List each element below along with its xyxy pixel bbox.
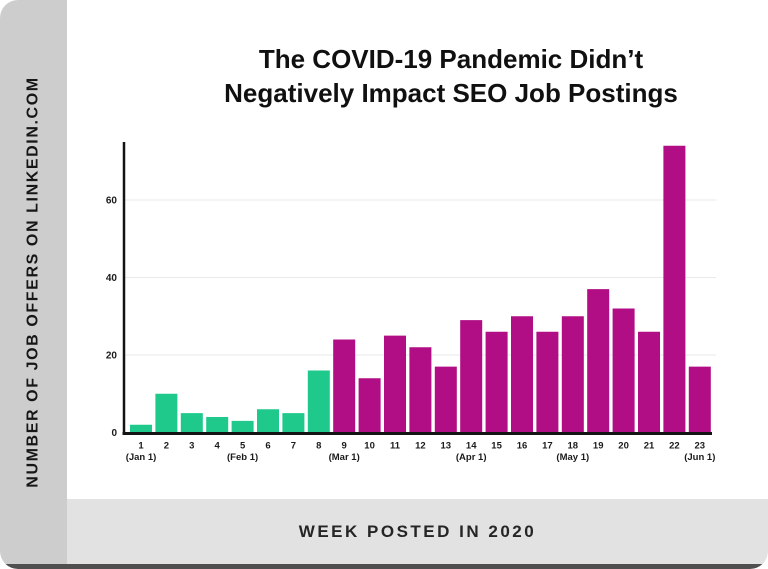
bar-week-15 <box>485 331 508 433</box>
bar-week-22 <box>663 145 686 433</box>
x-tick-sublabel-23: (Jun 1) <box>684 452 715 463</box>
bar-week-11 <box>384 335 406 433</box>
chart-title-line1: The COVID-19 Pandemic Didn’t <box>258 44 644 74</box>
y-tick-label-0: 0 <box>111 428 117 439</box>
x-tick-label-22: 22 <box>669 441 680 452</box>
x-tick-sublabel-5: (Feb 1) <box>227 452 258 463</box>
y-tick-label-60: 60 <box>106 196 118 207</box>
x-tick-label-3: 3 <box>189 441 194 452</box>
x-tick-label-20: 20 <box>618 441 629 452</box>
x-tick-label-21: 21 <box>644 441 655 452</box>
bar-week-4 <box>206 417 229 433</box>
bar-week-13 <box>434 366 457 433</box>
bar-week-6 <box>257 409 279 433</box>
x-tick-label-12: 12 <box>415 441 426 452</box>
bar-week-10 <box>358 378 381 433</box>
bar-week-3 <box>180 413 203 433</box>
x-tick-label-13: 13 <box>441 441 452 452</box>
bar-week-19 <box>587 289 610 433</box>
bar-week-21 <box>638 331 660 433</box>
bar-week-18 <box>561 316 584 433</box>
bar-week-20 <box>612 308 635 433</box>
x-tick-sublabel-9: (Mar 1) <box>329 452 360 463</box>
x-tick-label-17: 17 <box>542 441 553 452</box>
x-tick-sublabel-14: (Apr 1) <box>456 452 487 463</box>
card-bottom-edge <box>0 564 768 569</box>
x-tick-label-8: 8 <box>316 441 321 452</box>
y-tick-label-20: 20 <box>106 351 118 362</box>
y-axis-label: NUMBER OF JOB OFFERS ON LINKEDIN.COM <box>24 76 42 488</box>
bar-week-23 <box>688 366 711 433</box>
bar-week-8 <box>307 370 330 433</box>
bar-week-16 <box>511 316 533 433</box>
y-tick-label-40: 40 <box>106 273 118 284</box>
x-tick-label-9: 9 <box>342 441 347 452</box>
bar-week-12 <box>409 347 432 433</box>
x-axis-panel: WEEK POSTED IN 2020 <box>67 499 768 564</box>
y-axis-panel: NUMBER OF JOB OFFERS ON LINKEDIN.COM <box>0 0 67 564</box>
x-tick-label-4: 4 <box>215 441 221 452</box>
bar-week-2 <box>155 393 178 433</box>
x-tick-label-14: 14 <box>466 441 477 452</box>
x-tick-label-10: 10 <box>364 441 375 452</box>
bar-week-1 <box>130 424 152 433</box>
x-tick-label-23: 23 <box>695 441 706 452</box>
x-tick-label-2: 2 <box>164 441 169 452</box>
x-axis-label: WEEK POSTED IN 2020 <box>298 521 537 541</box>
bar-week-14 <box>460 320 483 433</box>
x-tick-label-6: 6 <box>265 441 270 452</box>
bar-week-17 <box>536 331 559 433</box>
x-tick-label-1: 1 <box>138 441 144 452</box>
chart-title: The COVID-19 Pandemic Didn’t Negatively … <box>134 42 768 110</box>
chart-title-line2: Negatively Impact SEO Job Postings <box>224 78 678 108</box>
x-tick-label-7: 7 <box>291 441 296 452</box>
x-tick-label-16: 16 <box>517 441 528 452</box>
x-tick-label-15: 15 <box>491 441 502 452</box>
x-tick-label-19: 19 <box>593 441 604 452</box>
x-tick-label-11: 11 <box>390 441 401 452</box>
x-tick-label-5: 5 <box>240 441 246 452</box>
bar-week-7 <box>282 413 305 433</box>
x-tick-sublabel-1: (Jan 1) <box>126 452 157 463</box>
bar-week-5 <box>231 420 254 433</box>
bar-week-9 <box>333 339 356 433</box>
x-tick-label-18: 18 <box>568 441 579 452</box>
x-tick-sublabel-18: (May 1) <box>556 452 589 463</box>
